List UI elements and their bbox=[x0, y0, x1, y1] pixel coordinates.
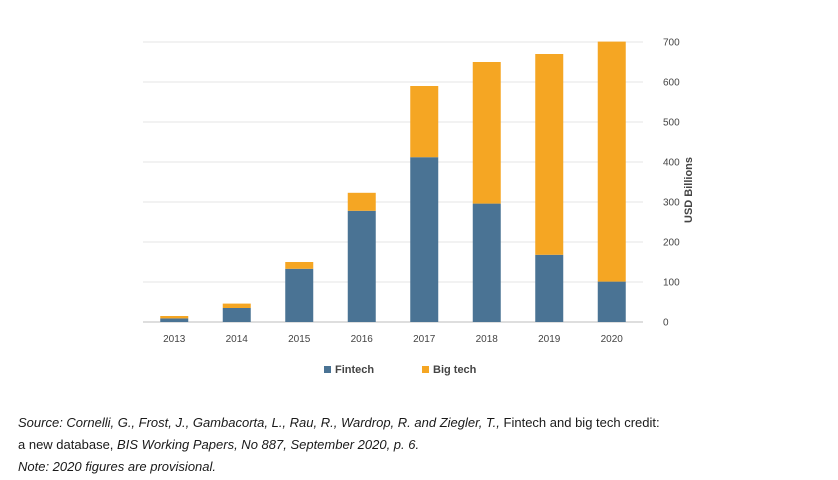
bar-big-tech-2014 bbox=[222, 303, 251, 308]
source-line-1: Source: Cornelli, G., Frost, J., Gambaco… bbox=[18, 412, 833, 434]
source-authors: Source: Cornelli, G., Frost, J., Gambaco… bbox=[18, 415, 504, 430]
bar-big-tech-2016 bbox=[347, 192, 376, 211]
y-tick-600: 600 bbox=[663, 78, 680, 89]
bar-fintech-2017 bbox=[410, 157, 439, 322]
x-tick-2014: 2014 bbox=[226, 334, 249, 345]
x-tick-2016: 2016 bbox=[351, 334, 374, 345]
y-tick-500: 500 bbox=[663, 118, 680, 129]
note-line: Note: 2020 figures are provisional. bbox=[18, 456, 833, 478]
bar-big-tech-2018 bbox=[472, 62, 501, 204]
x-tick-2020: 2020 bbox=[601, 334, 624, 345]
legend: Fintech Big tech bbox=[324, 364, 477, 376]
legend-swatch-fintech bbox=[324, 366, 331, 373]
bar-big-tech-2019 bbox=[535, 54, 564, 255]
x-tick-2017: 2017 bbox=[413, 334, 436, 345]
bar-big-tech-2013 bbox=[160, 316, 189, 319]
caption: Source: Cornelli, G., Frost, J., Gambaco… bbox=[18, 412, 833, 478]
x-tick-labels: 2013 2014 2015 2016 2017 2018 2019 2020 bbox=[163, 334, 623, 345]
y-tick-labels: 0 100 200 300 400 500 600 700 bbox=[663, 38, 680, 329]
bar-fintech-2013 bbox=[160, 318, 189, 322]
legend-label-fintech: Fintech bbox=[335, 364, 374, 376]
bar-big-tech-2020 bbox=[597, 41, 626, 282]
source-publication: BIS Working Papers, No 887, September 20… bbox=[117, 437, 420, 452]
source-title-part-2: a new database, bbox=[18, 437, 118, 452]
y-tick-300: 300 bbox=[663, 198, 680, 209]
y-tick-700: 700 bbox=[663, 38, 680, 49]
bar-fintech-2018 bbox=[472, 203, 501, 322]
x-tick-2018: 2018 bbox=[476, 334, 499, 345]
note-text: Note: 2020 figures are provisional. bbox=[18, 459, 217, 474]
legend-swatch-big-tech bbox=[422, 366, 429, 373]
y-tick-400: 400 bbox=[663, 158, 680, 169]
gridlines bbox=[143, 41, 643, 323]
bar-fintech-2020 bbox=[597, 281, 626, 322]
bar-big-tech-2015 bbox=[285, 262, 314, 269]
y-tick-0: 0 bbox=[663, 318, 669, 329]
bar-big-tech-2017 bbox=[410, 86, 439, 158]
bar-fintech-2019 bbox=[535, 254, 564, 322]
y-tick-100: 100 bbox=[663, 278, 680, 289]
bar-fintech-2015 bbox=[285, 268, 314, 322]
source-line-2: a new database, BIS Working Papers, No 8… bbox=[18, 434, 833, 456]
y-tick-200: 200 bbox=[663, 238, 680, 249]
bar-fintech-2016 bbox=[347, 210, 376, 322]
x-tick-2015: 2015 bbox=[288, 334, 311, 345]
x-tick-2013: 2013 bbox=[163, 334, 186, 345]
stacked-bar-chart: 2013 2014 2015 2016 2017 2018 2019 2020 0 100 200… bbox=[143, 38, 695, 376]
source-title-part-1: Fintech and big tech credit: bbox=[503, 415, 660, 430]
bars bbox=[160, 41, 626, 322]
x-tick-2019: 2019 bbox=[538, 334, 561, 345]
y-axis-label: USD Billions bbox=[683, 157, 695, 223]
bar-fintech-2014 bbox=[222, 308, 251, 322]
legend-label-big-tech: Big tech bbox=[433, 364, 477, 376]
